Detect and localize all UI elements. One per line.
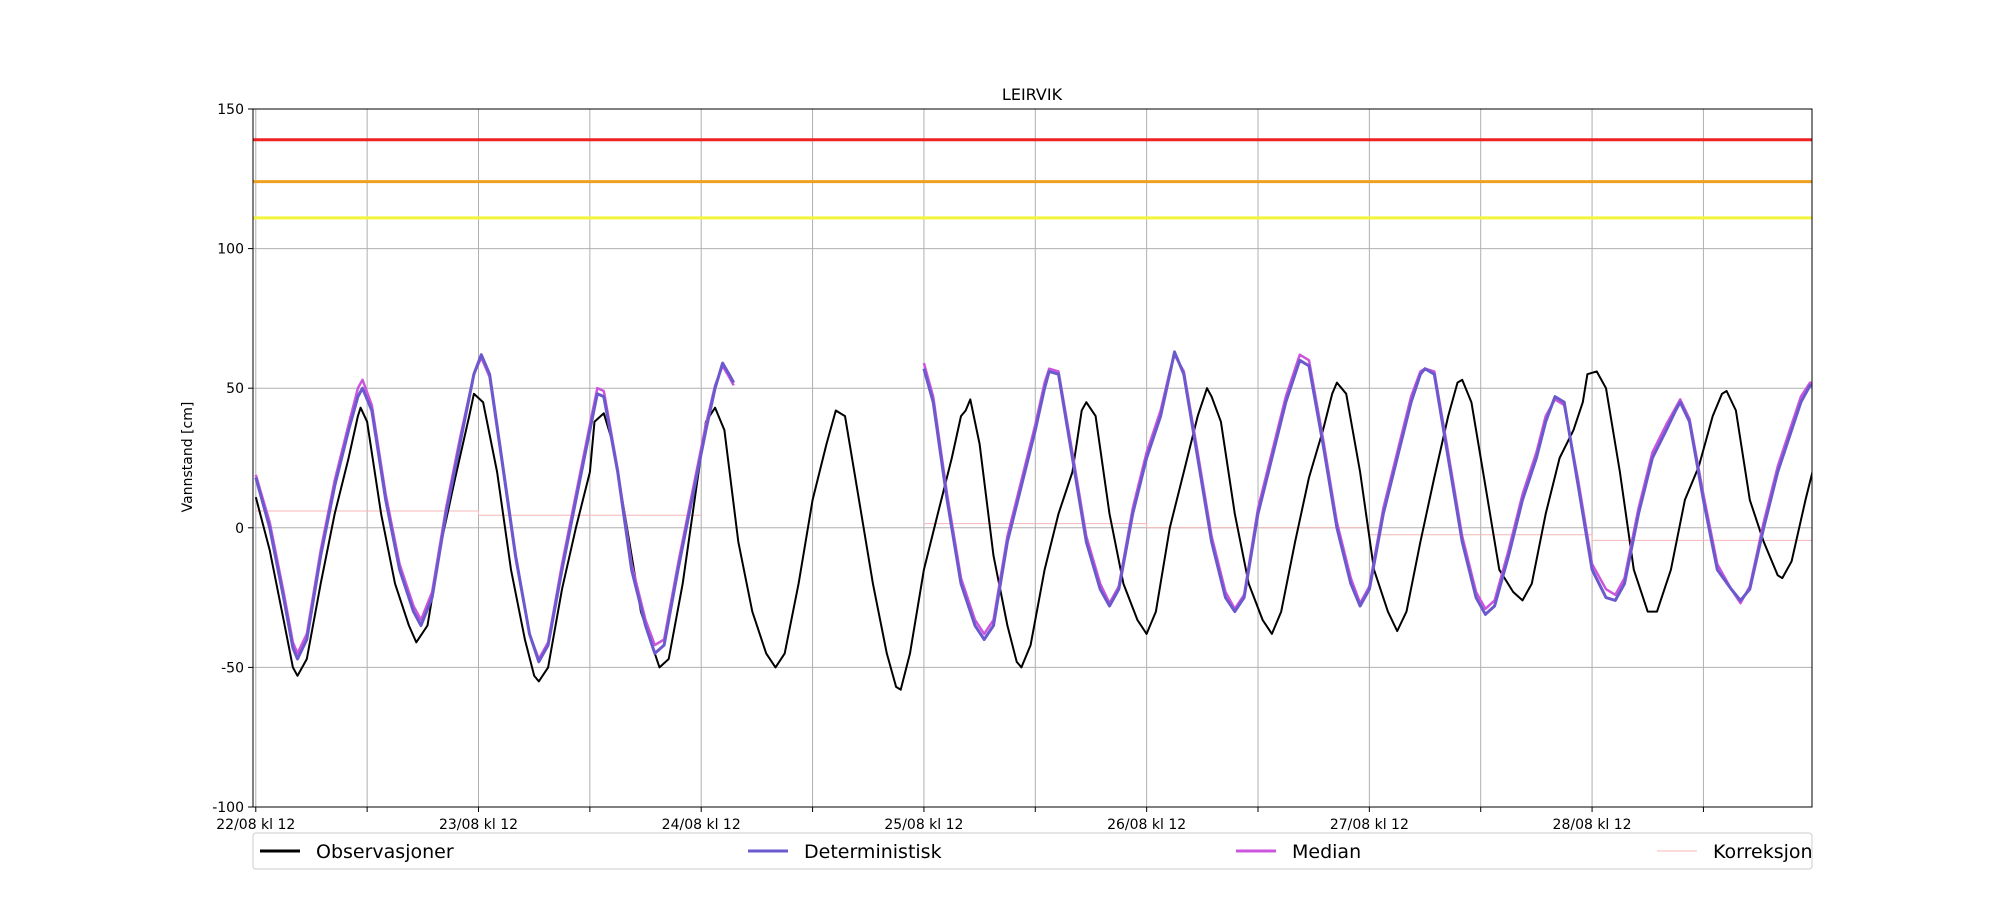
legend-entry: Median xyxy=(1292,841,1361,863)
legend-entry: Observasjoner xyxy=(316,841,454,863)
y-axis-label: Vannstand [cm] xyxy=(180,402,196,513)
y-tick-label: -100 xyxy=(212,800,244,816)
x-tick-label: 23/08 kl 12 xyxy=(439,817,518,833)
chart-title: LEIRVIK xyxy=(1002,85,1063,104)
threshold-lines xyxy=(253,138,1812,220)
series-line-korreksjon xyxy=(255,510,702,516)
y-axis-ticks: -100 -50 0 50 100 150 xyxy=(212,102,253,816)
plot-frame xyxy=(252,108,1813,808)
x-tick-label: 24/08 kl 12 xyxy=(662,817,741,833)
y-tick-label: 0 xyxy=(235,521,244,537)
x-tick-label: 28/08 kl 12 xyxy=(1553,817,1632,833)
legend-entry: Deterministisk xyxy=(804,841,942,863)
series-lines xyxy=(254,350,1812,691)
legend-entry: Korreksjon xyxy=(1713,841,1813,863)
legend-frame xyxy=(252,832,1813,870)
series-line-observasjoner xyxy=(254,370,1812,691)
y-tick-label: -50 xyxy=(221,660,244,676)
y-tick-label: 50 xyxy=(226,381,244,397)
y-tick-label: 100 xyxy=(217,242,244,258)
x-tick-label: 26/08 kl 12 xyxy=(1107,817,1186,833)
series-line-deterministisk xyxy=(254,353,736,664)
x-tick-label: 22/08 kl 12 xyxy=(216,817,295,833)
x-axis-ticks: 22/08 kl 12 23/08 kl 12 24/08 kl 12 25/08 k… xyxy=(216,807,1704,833)
x-tick-label: 27/08 kl 12 xyxy=(1330,817,1409,833)
series-line-deterministisk xyxy=(922,350,1812,641)
legend: Observasjoner Deterministisk Median Korreks… xyxy=(252,832,1813,870)
x-tick-label: 25/08 kl 12 xyxy=(884,817,963,833)
y-tick-label: 150 xyxy=(217,102,244,118)
